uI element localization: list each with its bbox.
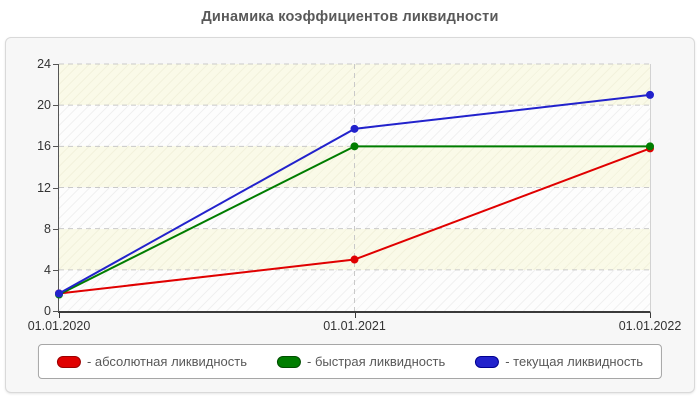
chart-svg [55,63,654,311]
series-marker-2 [646,90,654,99]
x-axis-tick-label: 01.01.2020 [27,319,91,333]
series-marker-0 [350,255,359,264]
legend-swatch-icon [56,355,81,368]
series-marker-2 [55,289,63,298]
y-axis-tick [53,105,59,107]
x-axis-tick [354,313,356,318]
y-axis-tick-label: 12 [37,180,51,195]
y-axis-tick-label: 8 [44,221,51,236]
legend-swatch-icon [475,355,500,368]
y-axis-tick-label: 20 [37,98,51,113]
y-axis-tick [53,64,59,65]
plot-band [59,146,650,188]
plot-area: 0 4 8 12 16 20 24 01.01.2020 01.01.2021 01.01.202… [28,57,682,333]
series-marker-1 [646,142,654,151]
legend-item-0: - абсолютная ликвидность [56,354,247,369]
series-marker-1 [350,142,359,151]
legend-label: - текущая ликвидность [505,354,644,369]
x-axis-tick [650,313,651,318]
legend-swatch-icon [277,355,301,368]
legend-item-1: - быстрая ликвидность [277,354,445,369]
y-axis-tick-label: 4 [44,262,51,277]
y-axis-tick [53,311,59,312]
y-axis-tick [53,187,59,189]
legend-item-2: - текущая ликвидность [475,354,643,369]
y-axis-tick-label: 0 [44,304,51,318]
plot-band [59,64,650,106]
y-axis-tick [53,228,59,230]
legend: - абсолютная ликвидность - быстрая ликвид… [37,344,663,379]
legend-label: - абсолютная ликвидность [86,354,247,369]
y-axis-tick-label: 24 [37,57,51,71]
legend-label: - быстрая ликвидность [307,354,446,369]
x-axis-tick-label: 01.01.2022 [618,319,682,333]
x-axis-tick-label: 01.01.2021 [323,319,386,333]
y-axis-tick [53,269,59,271]
chart-panel: 0 4 8 12 16 20 24 01.01.2020 01.01.2021 01.01.202… [5,37,695,393]
y-axis-tick-label: 16 [37,139,51,154]
x-axis-tick [59,313,60,318]
y-axis-tick [53,146,59,148]
series-marker-2 [350,124,359,133]
page-title: Динамика коэффициентов ликвидности [201,9,499,25]
